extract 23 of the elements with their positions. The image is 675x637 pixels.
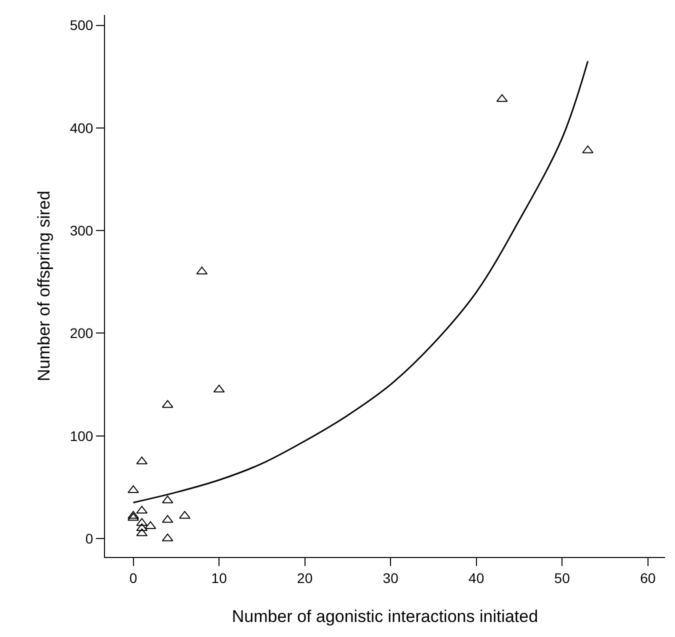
x-tick-label: 60 — [640, 570, 656, 586]
x-axis-title: Number of agonistic interactions initiated — [232, 607, 538, 626]
point — [128, 510, 139, 519]
y-tick-label: 200 — [70, 325, 94, 342]
x-tick-label: 50 — [554, 570, 570, 586]
point — [128, 485, 139, 494]
y-tick-label: 0 — [85, 530, 94, 546]
point — [179, 510, 190, 519]
x-tick-label: 0 — [129, 570, 138, 586]
point — [136, 528, 148, 536]
line-series — [132, 60, 589, 504]
x-tick-label: 40 — [468, 570, 484, 586]
point — [136, 506, 148, 514]
x-tick-label: 10 — [211, 570, 228, 586]
y-tick-label: 400 — [70, 120, 94, 136]
point — [136, 523, 148, 532]
x-tick-label: 30 — [382, 570, 399, 586]
y-axis-title: Number of offspring sired — [34, 190, 54, 382]
y-tick-label: 100 — [70, 428, 94, 444]
y-tick-label: 500 — [70, 17, 94, 34]
x-tick-label: 20 — [297, 570, 313, 586]
point — [128, 512, 139, 521]
y-tick-label: 300 — [70, 222, 94, 238]
